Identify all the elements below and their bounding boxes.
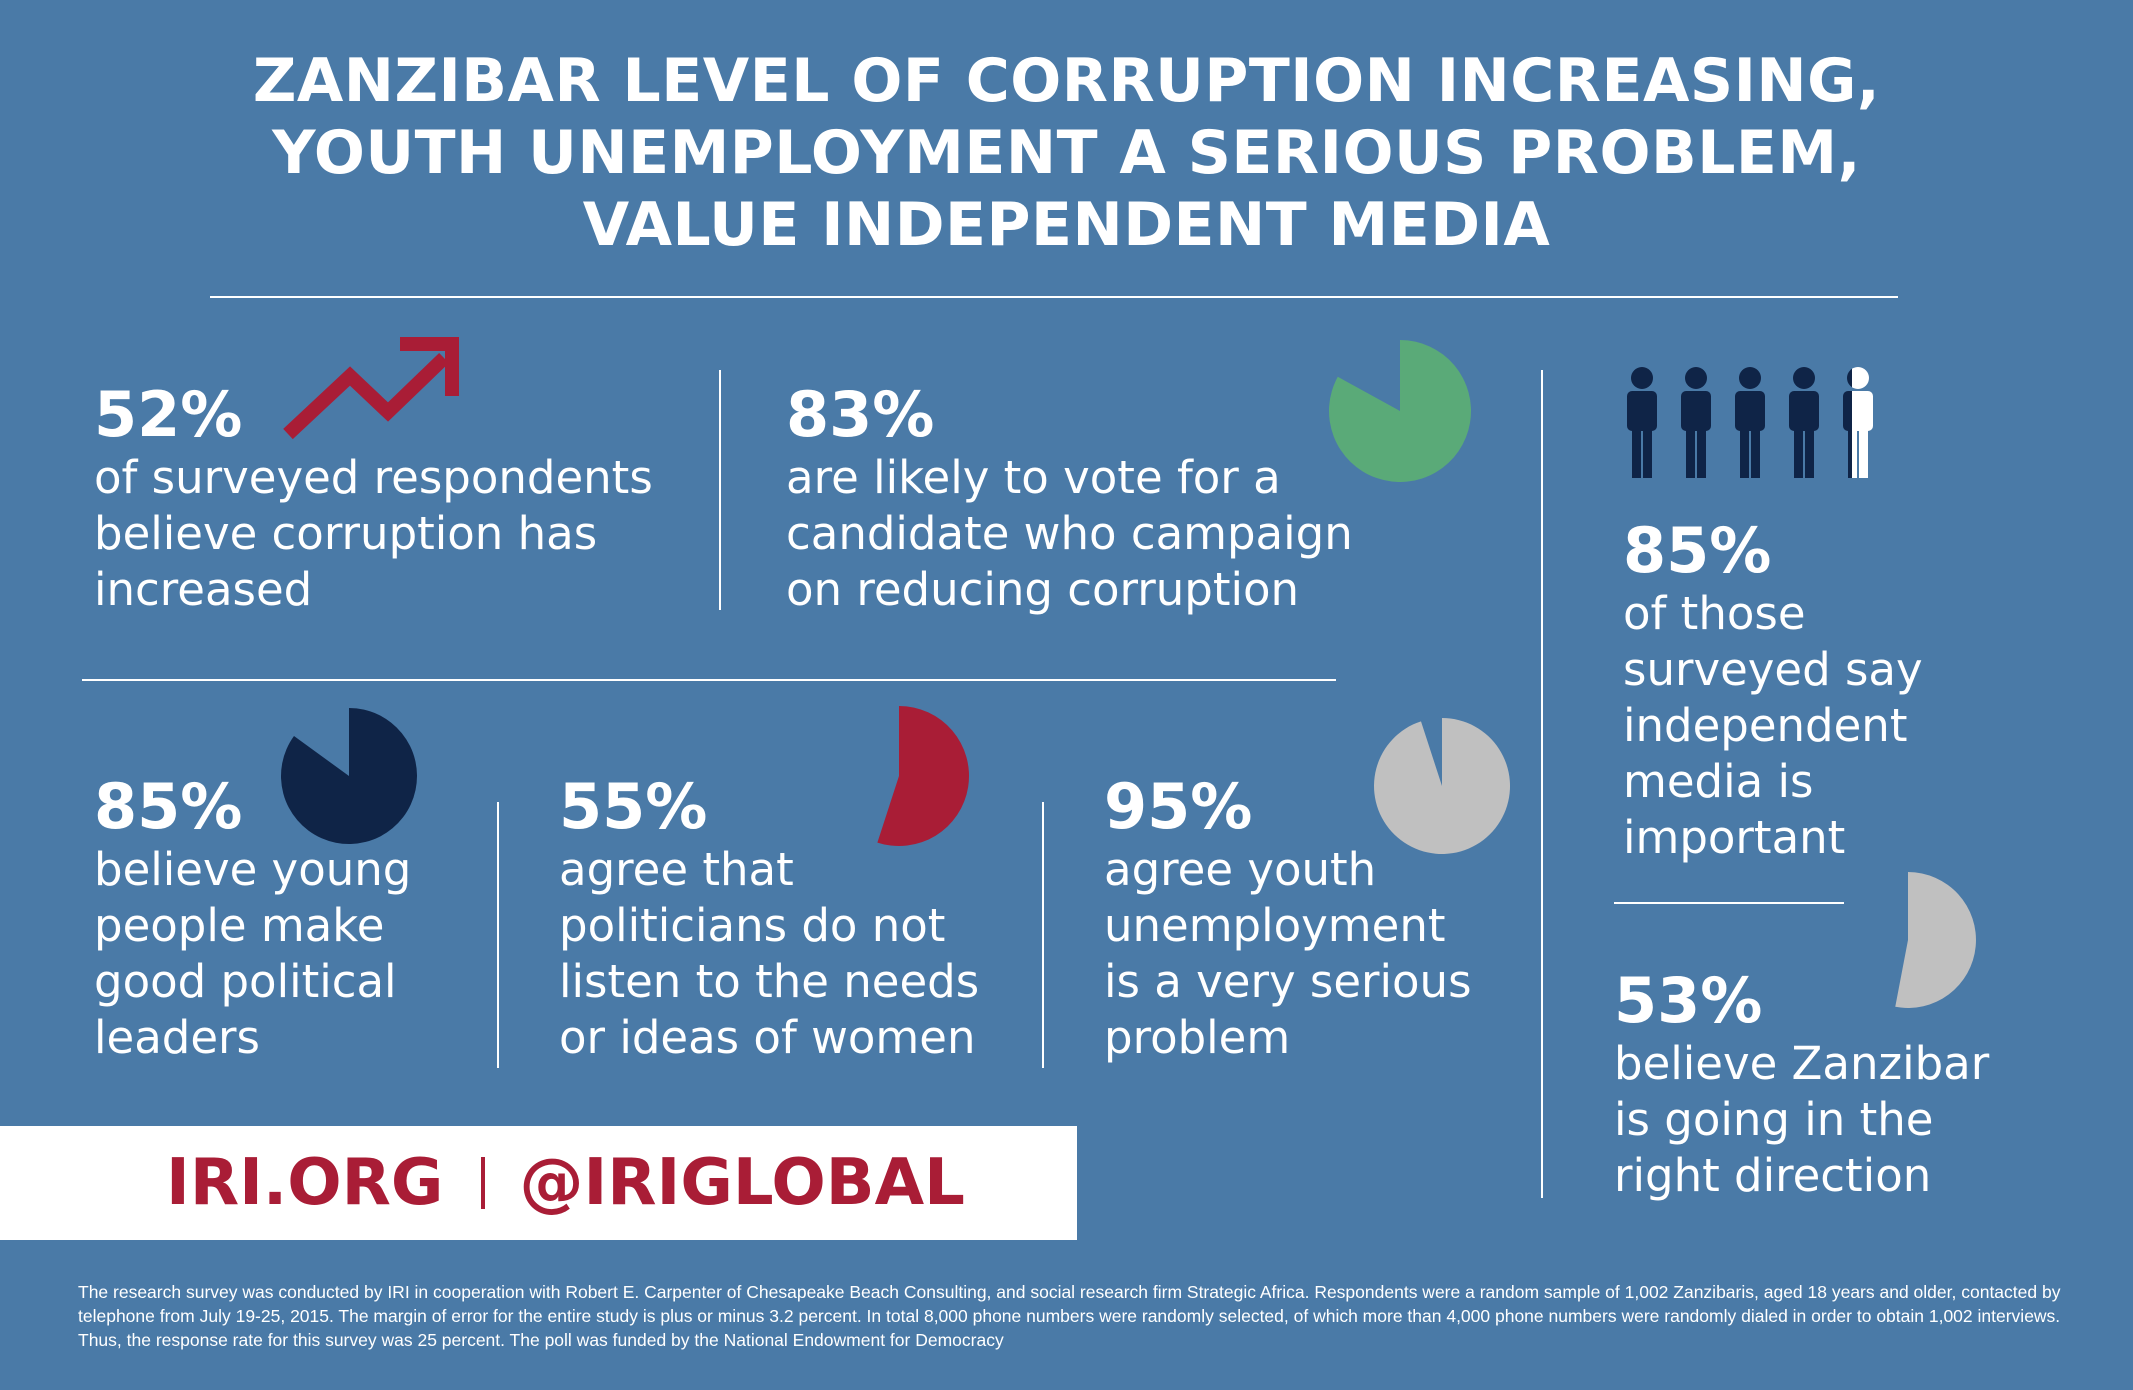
vertical-divider-right bbox=[1541, 370, 1543, 1198]
people-icon bbox=[1627, 367, 1873, 478]
twitter-handle-link[interactable]: @IRIGLOBAL bbox=[519, 1146, 965, 1220]
trend-up-arrow-icon bbox=[283, 337, 459, 440]
stat-media: 85% of those surveyed say independent me… bbox=[1623, 516, 1923, 866]
right-divider bbox=[1614, 902, 1844, 904]
banner-separator bbox=[481, 1157, 486, 1209]
methodology-footnote: The research survey was conducted by IRI… bbox=[78, 1282, 2061, 1350]
site-link[interactable]: IRI.ORG bbox=[166, 1146, 444, 1220]
stat-corruption: 52% of surveyed respondents believe corr… bbox=[94, 380, 653, 618]
row-divider bbox=[82, 679, 1336, 681]
pie-unemployment-95 bbox=[1374, 718, 1511, 854]
stat-value: 95% bbox=[1104, 770, 1253, 843]
page-title: ZANZIBAR LEVEL OF CORRUPTION INCREASING,… bbox=[0, 45, 2133, 261]
stat-value: 85% bbox=[94, 770, 243, 843]
vertical-divider-top bbox=[719, 370, 721, 610]
stat-text: believe young people make good political… bbox=[94, 843, 412, 1064]
person-icon-2 bbox=[1681, 367, 1711, 478]
pie-slice-53 bbox=[1895, 872, 1976, 1008]
stat-vote: 83% are likely to vote for a candidate w… bbox=[786, 380, 1353, 618]
title-line-1: ZANZIBAR LEVEL OF CORRUPTION INCREASING, bbox=[252, 46, 1881, 116]
stat-text: of those surveyed say independent media … bbox=[1623, 587, 1923, 864]
person-icon-1 bbox=[1627, 367, 1657, 478]
stat-text: agree that politicians do not listen to … bbox=[559, 843, 980, 1064]
pie-youth-leaders-85 bbox=[281, 708, 418, 844]
stat-text: agree youth unemployment is a very serio… bbox=[1104, 843, 1472, 1064]
stat-text: of surveyed respondents believe corrupti… bbox=[94, 451, 653, 616]
stat-women: 55% agree that politicians do not listen… bbox=[559, 772, 979, 1066]
pie-slice-85 bbox=[281, 708, 418, 844]
stat-direction: 53% believe Zanzibar is going in the rig… bbox=[1614, 966, 1989, 1204]
pie-slice-55 bbox=[877, 706, 970, 846]
person-icon-3 bbox=[1735, 367, 1765, 478]
stat-text: believe Zanzibar is going in the right d… bbox=[1614, 1037, 1990, 1202]
stat-value: 83% bbox=[786, 378, 935, 451]
stat-value: 55% bbox=[559, 770, 708, 843]
stat-text: are likely to vote for a candidate who c… bbox=[786, 451, 1353, 616]
stat-value: 85% bbox=[1623, 514, 1772, 587]
stat-value: 53% bbox=[1614, 964, 1763, 1037]
stat-value: 52% bbox=[94, 378, 243, 451]
person-icon-4 bbox=[1789, 367, 1819, 478]
person-icon-5-partial bbox=[1843, 367, 1873, 478]
title-line-2: YOUTH UNEMPLOYMENT A SERIOUS PROBLEM, bbox=[272, 118, 1861, 188]
pie-slice-83 bbox=[1329, 340, 1472, 482]
title-line-3: VALUE INDEPENDENT MEDIA bbox=[582, 190, 1551, 260]
title-divider bbox=[210, 296, 1898, 298]
pie-slice-95 bbox=[1374, 718, 1511, 854]
pie-vote-83 bbox=[1329, 340, 1472, 482]
vertical-divider-bottom-left bbox=[497, 802, 499, 1068]
pie-women-55 bbox=[877, 706, 970, 846]
stat-unemployment: 95% agree youth unemployment is a very s… bbox=[1104, 772, 1472, 1066]
pie-direction-53 bbox=[1895, 872, 1976, 1008]
iri-banner: IRI.ORG @IRIGLOBAL bbox=[0, 1126, 1077, 1240]
stat-youth-leaders: 85% believe young people make good polit… bbox=[94, 772, 411, 1066]
vertical-divider-bottom-mid bbox=[1042, 802, 1044, 1068]
